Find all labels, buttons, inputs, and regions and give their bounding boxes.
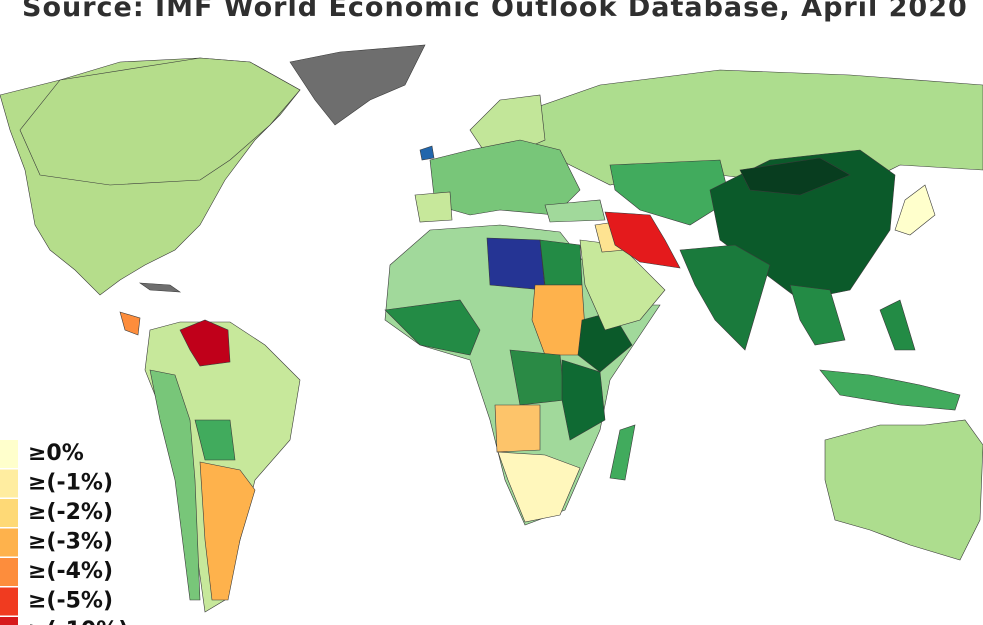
legend-label: ≥(-10%)	[28, 618, 128, 625]
legend-label: ≥0%	[28, 441, 84, 466]
legend-swatch	[0, 617, 18, 625]
ireland	[419, 145, 435, 161]
legend-label: ≥(-1%)	[28, 471, 113, 496]
central-asia	[609, 159, 731, 226]
legend-swatch	[0, 528, 18, 557]
russia	[499, 69, 983, 186]
legend-swatch	[0, 469, 18, 498]
legend-swatch	[0, 440, 18, 468]
libya	[486, 237, 546, 291]
legend: ≥0% ≥(-1%) ≥(-2%) ≥(-3%) ≥(-4%) ≥(-5%) ≥(-10%)	[0, 440, 128, 625]
se-asia	[789, 284, 846, 346]
legend-swatch	[0, 558, 18, 586]
mongolia	[739, 157, 851, 196]
southern-africa	[497, 451, 581, 523]
venezuela	[179, 319, 231, 367]
congo	[509, 349, 566, 406]
legend-label: ≥(-4%)	[28, 559, 113, 584]
east-africa	[561, 359, 606, 441]
egypt	[539, 239, 583, 286]
bolivia	[194, 419, 236, 461]
indonesia	[819, 369, 961, 411]
india	[679, 244, 771, 351]
philippines	[879, 299, 916, 351]
iberia	[414, 191, 453, 223]
cuba	[138, 282, 182, 293]
legend-swatch	[0, 499, 18, 527]
map-title: Source: IMF World Economic Outlook Datab…	[22, 0, 968, 23]
central-america	[119, 311, 141, 336]
canada	[19, 57, 301, 186]
angola	[494, 404, 541, 453]
west-africa	[384, 299, 481, 356]
japan	[894, 184, 936, 236]
legend-label: ≥(-3%)	[28, 530, 113, 555]
madagascar	[609, 424, 636, 481]
legend-label: ≥(-2%)	[28, 500, 113, 525]
legend-swatch	[0, 587, 18, 616]
turkey	[544, 199, 606, 223]
argentina	[199, 461, 256, 601]
europe	[429, 139, 581, 216]
australia	[824, 419, 983, 561]
countries	[0, 44, 983, 613]
greenland	[289, 44, 426, 126]
legend-label: ≥(-5%)	[28, 589, 113, 614]
peru-chile	[149, 369, 201, 601]
iran	[604, 211, 681, 269]
